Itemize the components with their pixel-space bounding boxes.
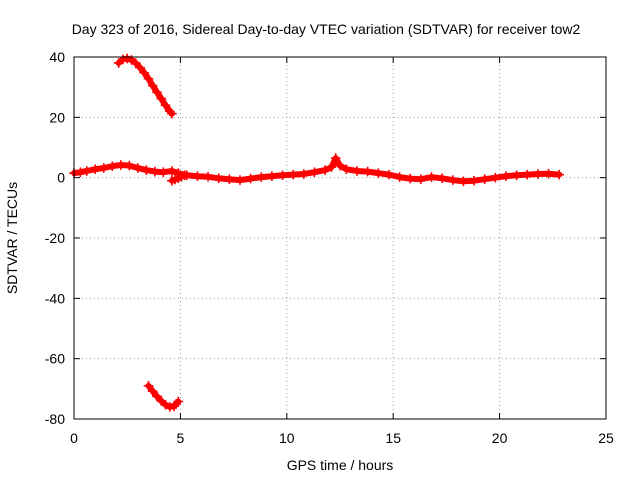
x-tick-label: 10 <box>279 430 295 446</box>
data-point <box>267 171 277 181</box>
data-point <box>309 167 320 178</box>
series-upper-arc <box>113 53 177 119</box>
series-small-segment <box>167 170 190 186</box>
x-tick-label: 5 <box>177 430 185 446</box>
data-point <box>533 169 543 179</box>
data-point <box>213 173 224 184</box>
data-point <box>469 175 479 186</box>
y-axis-label: SDTVAR / TECUs <box>4 182 20 294</box>
data-point <box>458 176 469 187</box>
data-point <box>511 170 522 181</box>
data-point <box>320 165 330 175</box>
y-tick-label: -20 <box>45 230 65 246</box>
data-point <box>150 166 160 177</box>
tick-labels: 0 5 10 15 20 25 -80 -60 -40 -20 0 20 40 <box>45 49 614 446</box>
data-point <box>152 87 162 98</box>
data-point <box>139 67 150 78</box>
data-point <box>98 163 109 173</box>
data-point <box>405 173 416 184</box>
data-point <box>124 160 135 171</box>
data-point <box>447 175 458 185</box>
x-tick-label: 0 <box>70 430 78 446</box>
y-tick-label: -40 <box>45 290 65 306</box>
data-point <box>245 173 256 184</box>
data-point <box>179 170 190 181</box>
data-point <box>277 170 288 181</box>
x-tick-label: 15 <box>385 430 401 446</box>
data-point <box>352 166 362 176</box>
data-point <box>235 175 245 185</box>
data-point <box>224 174 235 184</box>
series-lower-arc <box>143 381 184 412</box>
data-point <box>141 165 152 175</box>
data-point <box>107 161 118 172</box>
data-point <box>75 167 86 178</box>
data-point <box>522 169 533 180</box>
data-point <box>554 169 564 180</box>
data-point <box>135 62 145 73</box>
data-point <box>143 73 154 84</box>
data-point <box>156 396 167 406</box>
data-point <box>543 168 554 179</box>
x-tick-label: 25 <box>598 430 614 446</box>
data-point <box>373 168 384 178</box>
data-point <box>416 174 426 184</box>
axis-ticks <box>73 56 607 420</box>
data-point <box>158 167 169 178</box>
data-point <box>341 164 352 175</box>
data-point <box>362 166 373 177</box>
data-point <box>133 163 143 173</box>
data-point <box>143 381 154 391</box>
data-point <box>81 166 92 176</box>
data-point <box>479 174 490 184</box>
data-point <box>90 164 101 175</box>
data-series <box>69 53 564 412</box>
data-point <box>167 108 177 119</box>
data-point <box>167 166 177 176</box>
data-point <box>437 173 447 184</box>
series-main-track <box>69 153 564 187</box>
data-point <box>122 53 132 64</box>
data-point <box>426 172 437 182</box>
data-point <box>147 386 158 397</box>
y-tick-label: 20 <box>49 109 65 125</box>
data-point <box>203 171 213 182</box>
data-point <box>256 172 267 182</box>
data-point <box>130 58 141 68</box>
data-point <box>490 172 501 183</box>
x-tick-label: 20 <box>492 430 508 446</box>
y-tick-label: -80 <box>45 411 65 427</box>
y-tick-label: -60 <box>45 351 65 367</box>
data-point <box>501 171 511 181</box>
data-point <box>394 172 405 182</box>
series-band-main-track <box>71 155 563 185</box>
data-point <box>288 169 298 180</box>
x-axis-label: GPS time / hours <box>287 457 394 473</box>
y-tick-label: 40 <box>49 49 65 65</box>
data-point <box>192 171 203 181</box>
chart-title: Day 323 of 2016, Sidereal Day-to-day VTE… <box>72 21 581 37</box>
data-point <box>173 396 184 407</box>
data-point <box>147 80 158 91</box>
grid-lines <box>74 57 606 419</box>
data-point <box>326 162 337 172</box>
data-point <box>299 169 309 179</box>
data-point <box>113 58 124 68</box>
data-point <box>152 391 162 402</box>
data-point <box>160 100 171 111</box>
data-point <box>384 169 394 180</box>
data-point <box>156 93 167 104</box>
data-point <box>330 153 341 163</box>
data-point <box>116 160 126 170</box>
data-point <box>335 160 345 171</box>
y-tick-label: 0 <box>57 170 65 186</box>
